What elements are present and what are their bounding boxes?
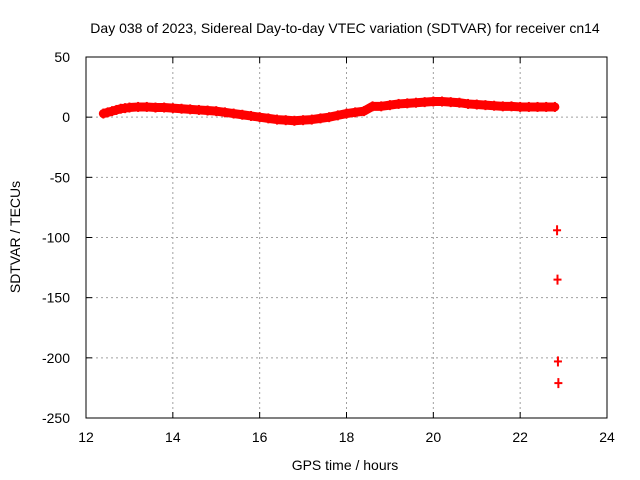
data-point	[142, 101, 151, 112]
data-points	[98, 96, 563, 389]
data-point	[112, 104, 121, 115]
data-point	[125, 102, 134, 113]
data-point	[151, 102, 160, 113]
data-point	[455, 97, 464, 108]
x-tick-label: 16	[252, 429, 268, 445]
data-point	[255, 112, 264, 123]
data-point	[168, 103, 177, 114]
data-point	[238, 109, 247, 120]
data-point	[385, 100, 394, 111]
data-point	[507, 101, 516, 112]
data-point	[333, 110, 342, 121]
data-point	[498, 101, 507, 112]
data-point	[542, 101, 551, 112]
data-point	[194, 104, 203, 115]
y-tick-label: -250	[42, 410, 70, 426]
x-tick-label: 22	[512, 429, 528, 445]
data-point	[394, 98, 403, 109]
data-point	[438, 96, 447, 107]
data-point	[281, 115, 290, 126]
axis-ticks: 12 14 16 18 20 22 24 50 0 -50 -100 -150 -200 -250	[42, 49, 615, 445]
data-point	[377, 101, 386, 112]
data-point	[273, 114, 282, 125]
data-point	[516, 101, 525, 112]
data-point	[550, 101, 559, 112]
data-point	[411, 97, 420, 108]
data-point	[290, 115, 299, 126]
data-point	[351, 107, 360, 118]
data-point	[99, 108, 108, 119]
x-tick-label: 20	[426, 429, 442, 445]
data-point	[359, 106, 368, 117]
y-tick-label: -100	[42, 230, 70, 246]
data-point	[108, 106, 117, 117]
data-point	[472, 99, 481, 110]
data-point	[368, 101, 377, 112]
data-point	[524, 101, 533, 112]
x-tick-label: 12	[78, 429, 94, 445]
data-point	[229, 108, 238, 119]
data-point	[481, 100, 490, 111]
x-axis-label: GPS time / hours	[292, 457, 399, 473]
data-point	[212, 106, 221, 117]
y-axis-label: SDTVAR / TECUs	[7, 181, 23, 293]
x-tick-label: 14	[165, 429, 181, 445]
x-tick-label: 24	[599, 429, 615, 445]
data-point	[553, 225, 562, 236]
data-point	[177, 103, 186, 114]
data-point	[160, 102, 169, 113]
data-point	[246, 110, 255, 121]
y-tick-label: 50	[54, 49, 70, 65]
y-tick-label: 0	[62, 109, 70, 125]
data-point	[307, 114, 316, 125]
data-point	[342, 108, 351, 119]
data-point	[533, 101, 542, 112]
data-point	[186, 104, 195, 115]
data-point	[134, 101, 143, 112]
data-point	[220, 107, 229, 118]
data-point	[103, 107, 112, 118]
data-point	[554, 378, 563, 389]
data-point	[403, 98, 412, 109]
data-point	[299, 115, 308, 126]
data-point	[325, 112, 334, 123]
data-point	[264, 113, 273, 124]
data-point	[446, 97, 455, 108]
data-point	[316, 113, 325, 124]
x-tick-label: 18	[339, 429, 355, 445]
data-point	[420, 97, 429, 108]
data-point	[553, 356, 562, 367]
y-tick-label: -150	[42, 290, 70, 306]
data-point	[553, 274, 562, 285]
data-point	[490, 100, 499, 111]
data-point	[203, 105, 212, 116]
chart-title: Day 038 of 2023, Sidereal Day-to-day VTE…	[90, 20, 600, 36]
y-tick-label: -50	[50, 169, 70, 185]
data-point	[464, 98, 473, 109]
y-tick-label: -200	[42, 350, 70, 366]
data-point	[429, 96, 438, 107]
